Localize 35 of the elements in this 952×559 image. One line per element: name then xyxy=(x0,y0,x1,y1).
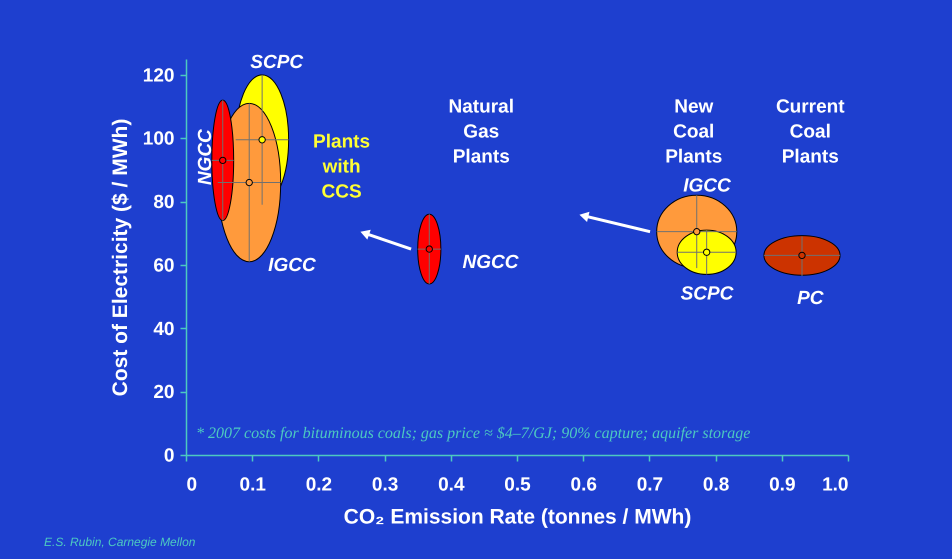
x-tick-label: 0.4 xyxy=(438,474,465,496)
x-tick-label: 0 xyxy=(186,474,198,496)
annotation: * 2007 costs for bituminous coals; gas price ≈ $4–7/GJ; 90% capture; aquifer storage xyxy=(196,425,750,442)
x-tick-label: 0.2 xyxy=(306,474,332,496)
y-tick-label: 80 xyxy=(153,192,174,214)
annotation: SCPC xyxy=(680,283,734,304)
annotation: IGCC xyxy=(683,176,732,197)
y-tick-label: 100 xyxy=(142,128,174,150)
x-tick-label: 1.0 xyxy=(822,474,848,496)
x-axis-title: CO₂ Emission Rate (tonnes / MWh) xyxy=(344,506,692,528)
annotation: IGCC xyxy=(268,254,316,276)
x-tick-label: 0.8 xyxy=(702,474,730,496)
y-tick-label: 60 xyxy=(153,255,174,276)
annotation: Plants with CCS xyxy=(313,131,370,202)
annotation: Current Coal Plants xyxy=(776,96,846,168)
y-tick-label: 20 xyxy=(153,382,174,404)
annotation: NGCC xyxy=(462,252,519,273)
y-axis-title: Cost of Electricity ($ / MWh) xyxy=(108,118,132,396)
x-tick-label: 0.6 xyxy=(570,474,597,496)
annotation: Natural Gas Plants xyxy=(448,96,514,168)
x-tick-label: 0.1 xyxy=(239,474,266,496)
x-tick-label: 0.7 xyxy=(636,474,664,496)
x-tick-label: 0.5 xyxy=(504,474,532,496)
text: E.S. Rubin, Carnegie Mellon xyxy=(44,535,196,549)
y-tick-label: 40 xyxy=(153,318,174,340)
annotation: New Coal Plants xyxy=(665,96,722,168)
x-tick-label: 0.9 xyxy=(769,474,796,496)
annotation: PC xyxy=(797,288,824,310)
y-tick-label: 0 xyxy=(164,446,174,466)
annotation: NGCC xyxy=(195,128,216,186)
point xyxy=(798,252,806,260)
x-tick-label: 0.3 xyxy=(372,474,398,496)
annotation: SCPC xyxy=(250,52,304,74)
point xyxy=(426,245,433,253)
y-tick-label: 120 xyxy=(142,65,174,86)
